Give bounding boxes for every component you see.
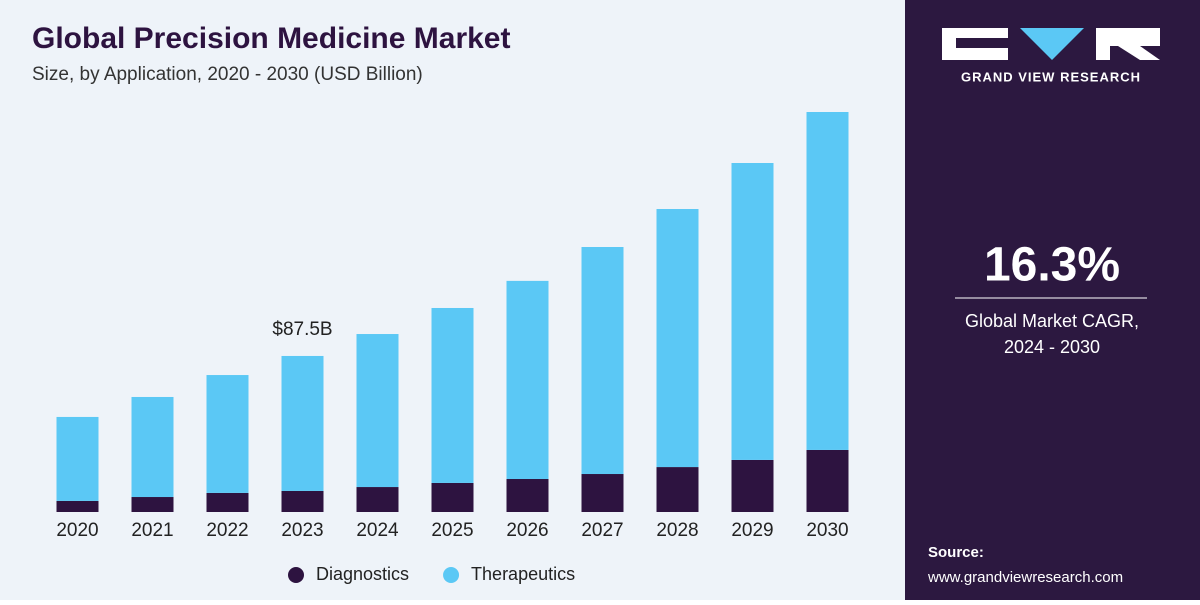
- bar-segment: [131, 497, 174, 512]
- bar-segment: [431, 482, 474, 512]
- annotation: $87.5B: [272, 319, 332, 340]
- bar-segment: [206, 492, 249, 512]
- bar-segment: [581, 246, 624, 475]
- legend-label: Diagnostics: [316, 564, 409, 584]
- chart-title: Global Precision Medicine Market: [32, 22, 510, 55]
- chart-subtitle: Size, by Application, 2020 - 2030 (USD B…: [32, 64, 423, 85]
- bar-segment: [581, 474, 624, 512]
- x-tick-label: 2026: [506, 520, 548, 541]
- cagr-label: Global Market CAGR,: [965, 311, 1139, 331]
- x-tick-label: 2029: [731, 520, 773, 541]
- bar-segment: [656, 209, 699, 468]
- bar-segment: [281, 490, 324, 512]
- bar-segment: [56, 416, 99, 501]
- legend-label: Therapeutics: [471, 564, 575, 584]
- x-tick-label: 2021: [131, 520, 173, 541]
- legend-marker: [288, 567, 304, 583]
- bar-segment: [731, 459, 774, 512]
- bar-segment: [281, 355, 324, 491]
- logo-v: [1020, 28, 1084, 60]
- bar-segment: [131, 396, 174, 498]
- x-tick-label: 2028: [656, 520, 698, 541]
- logo: [942, 28, 1160, 60]
- brand-name: GRAND VIEW RESEARCH: [961, 69, 1141, 84]
- bar-segment: [206, 375, 249, 493]
- x-tick-label: 2022: [206, 520, 248, 541]
- bar-segment: [356, 487, 399, 512]
- bar-segment: [731, 163, 774, 460]
- sidebar-background: [905, 0, 1200, 600]
- x-tick-label: 2023: [281, 520, 323, 541]
- bar-segment: [356, 334, 399, 488]
- legend-marker: [443, 567, 460, 583]
- bar-segment: [506, 479, 549, 512]
- bar-segment: [656, 467, 699, 512]
- x-tick-label: 2027: [581, 520, 623, 541]
- logo-g: [942, 28, 1008, 60]
- cagr-label: 2024 - 2030: [1004, 337, 1100, 357]
- bar-segment: [431, 307, 474, 483]
- source-url: www.grandviewresearch.com: [927, 569, 1123, 586]
- bar-segment: [806, 112, 849, 450]
- x-tick-label: 2025: [431, 520, 473, 541]
- bar-segment: [806, 449, 849, 512]
- x-tick-label: 2030: [806, 520, 848, 541]
- source-label: Source:: [928, 544, 984, 561]
- cagr-value: 16.3%: [984, 239, 1120, 292]
- x-tick-label: 2024: [356, 520, 399, 541]
- x-tick-label: 2020: [56, 520, 98, 541]
- bar-segment: [506, 280, 549, 480]
- logo-r: [1096, 28, 1160, 60]
- bar-segment: [56, 500, 99, 512]
